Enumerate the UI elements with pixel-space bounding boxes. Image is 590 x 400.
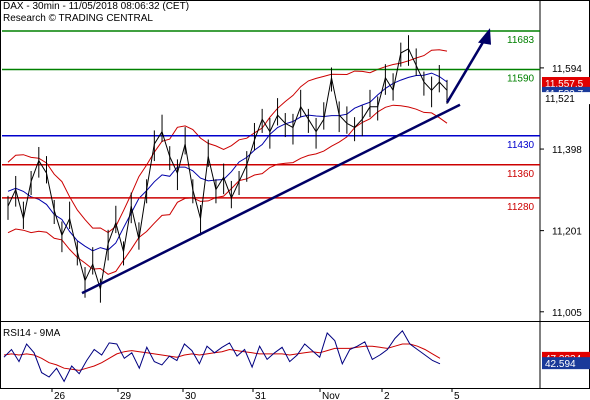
level-label-11683: 11683: [507, 35, 535, 46]
projection-arrow-head: [478, 28, 491, 45]
level-label-11360: 11360: [507, 169, 535, 180]
level-label-11280: 11280: [507, 202, 535, 213]
rsi-tag-label: 42.594: [545, 359, 576, 370]
price-line: [7, 48, 448, 290]
bollinger-upper-band: [7, 49, 448, 234]
price-tag-label: 11,521: [545, 94, 575, 105]
chart-title: DAX - 30min - 11/05/2018 08:06:32 (CET): [3, 1, 190, 12]
level-label-11590: 11590: [507, 74, 535, 85]
x-tick-label: Nov: [322, 391, 340, 400]
x-tick-label: 26: [54, 391, 66, 400]
price-tag-box: [542, 92, 590, 105]
x-tick-label: 31: [255, 391, 267, 400]
uptrend-line: [81, 103, 461, 295]
x-tick-label: 30: [185, 391, 197, 400]
bollinger-lower-band: [7, 104, 448, 275]
x-tick-label: 2: [384, 391, 390, 400]
rsi-title: RSI14 - 9MA: [3, 328, 61, 339]
y-tick-label: 11,201: [552, 227, 582, 238]
chart-source: Research © TRADING CENTRAL: [3, 13, 153, 24]
rsi-line: [3, 329, 441, 383]
x-tick-label: 29: [120, 391, 132, 400]
price-tag-label: 11,557.5: [545, 79, 584, 90]
y-tick-label: 11,398: [552, 145, 582, 156]
y-tick-label: 11,005: [552, 308, 582, 319]
level-label-11430: 11430: [507, 140, 535, 151]
rsi-tag-box: [542, 357, 590, 370]
price-tag-box: [542, 77, 590, 90]
rsi-panel-frame: [0, 321, 590, 389]
x-tick-label: 5: [454, 391, 460, 400]
projection-arrow-line: [445, 39, 486, 104]
moving-average-line: [7, 72, 448, 252]
rsi-ma-line: [3, 343, 441, 371]
y-tick-label: 11,594: [552, 64, 582, 75]
